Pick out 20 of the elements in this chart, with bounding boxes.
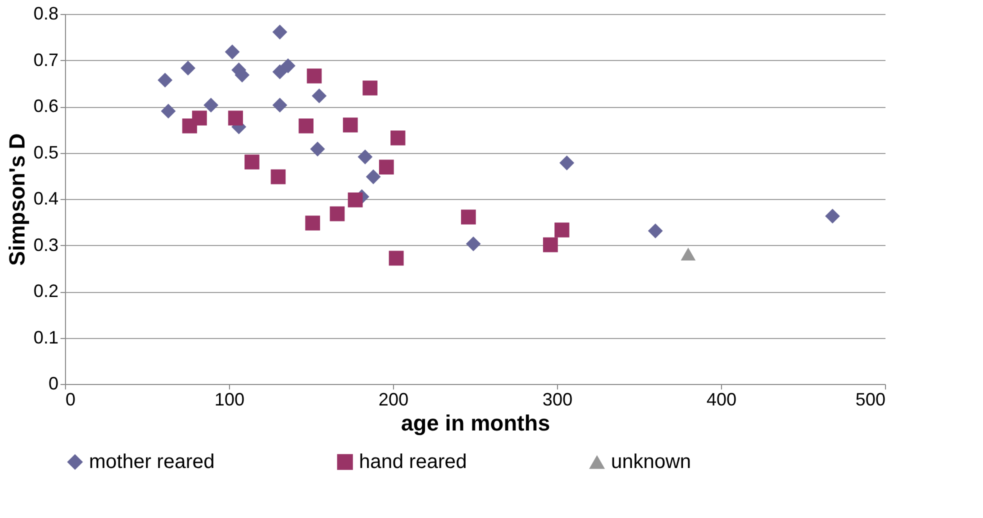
y-axis-title: Simpson's D: [4, 133, 30, 266]
x-axis-title: age in months: [400, 410, 550, 436]
x-tick-label: 200: [378, 390, 409, 410]
y-tick-label: 0.6: [33, 96, 58, 116]
x-tick-label: 400: [706, 390, 737, 410]
y-tick-label: 0.1: [33, 327, 58, 348]
legend-label: mother reared: [89, 451, 215, 473]
x-tick-label: 500: [855, 390, 886, 410]
y-tick-label: 0.3: [33, 234, 58, 255]
y-tick-label: 0: [48, 374, 58, 394]
y-tick-label: 0.4: [33, 188, 58, 208]
y-tick-label: 0.2: [33, 281, 58, 301]
x-tick-label: 0: [66, 390, 76, 410]
legend-label: unknown: [611, 451, 692, 473]
x-tick-label: 300: [542, 390, 573, 410]
x-tick-label: 100: [214, 390, 245, 410]
y-tick-label: 0.5: [33, 142, 58, 162]
legend-label: hand reared: [359, 451, 467, 473]
y-tick-label: 0.7: [33, 50, 58, 70]
y-tick-label: 0.8: [33, 4, 58, 24]
